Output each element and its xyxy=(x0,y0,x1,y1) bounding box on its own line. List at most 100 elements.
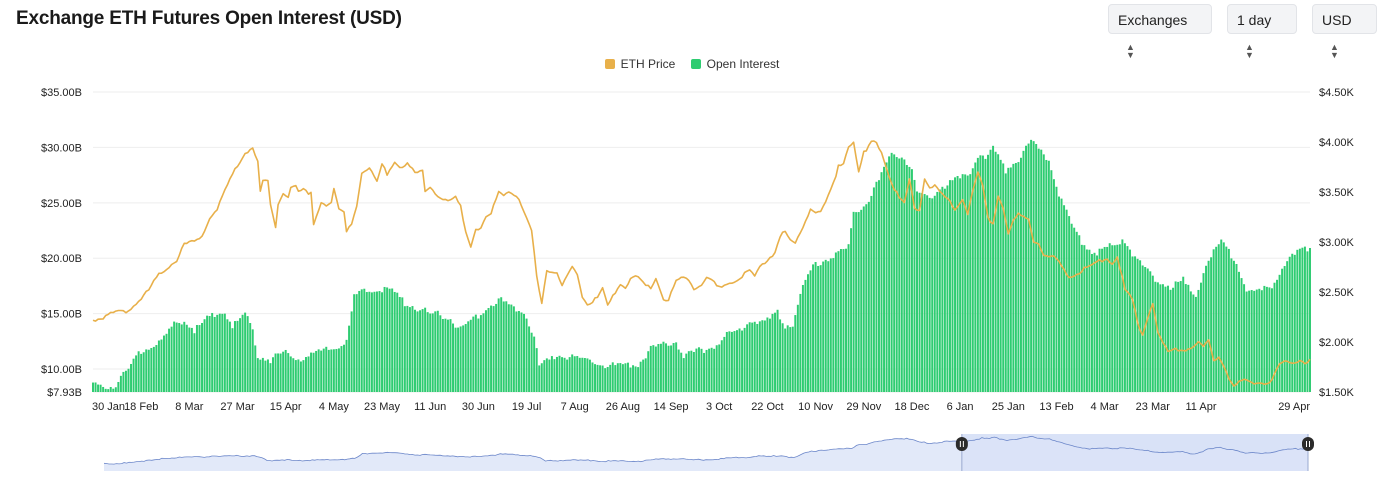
oi-bar xyxy=(1136,258,1139,392)
oi-bar xyxy=(880,172,883,392)
oi-bar xyxy=(320,350,323,392)
oi-bar xyxy=(1253,290,1256,392)
oi-bar xyxy=(834,252,837,392)
open-interest-bars xyxy=(92,139,1311,392)
oi-bar xyxy=(373,291,376,392)
oi-bar xyxy=(779,319,782,392)
oi-bar xyxy=(99,384,102,392)
oi-bar xyxy=(195,325,198,392)
oi-bar xyxy=(905,164,908,392)
oi-bar xyxy=(680,352,683,392)
currency-select[interactable]: USD ▲ ▼ xyxy=(1312,4,1377,60)
oi-bar xyxy=(1240,278,1243,392)
oi-bar xyxy=(239,318,242,392)
oi-bar xyxy=(1032,141,1035,392)
y-left-tick-label: $30.00B xyxy=(41,142,82,154)
interval-select[interactable]: 1 day ▲ ▼ xyxy=(1227,4,1297,60)
oi-bar xyxy=(604,368,607,392)
oi-bar xyxy=(1154,281,1157,392)
oi-bar xyxy=(337,348,340,392)
oi-bar xyxy=(1060,198,1063,392)
oi-bar xyxy=(971,168,974,392)
oi-bar xyxy=(845,248,847,392)
oi-bar xyxy=(799,293,802,392)
oi-bar xyxy=(561,357,564,392)
oi-bar xyxy=(1268,287,1271,392)
oi-bar xyxy=(789,327,792,392)
oi-bar xyxy=(614,365,617,392)
oi-bar xyxy=(1111,245,1114,392)
oi-bar xyxy=(152,346,155,392)
exchanges-select[interactable]: Exchanges ▲ ▼ xyxy=(1108,4,1212,60)
oi-bar xyxy=(1151,275,1154,392)
oi-bar xyxy=(234,321,236,392)
oi-bar xyxy=(675,342,678,392)
oi-bar xyxy=(416,311,419,392)
oi-bar xyxy=(634,366,637,392)
oi-bar xyxy=(847,244,850,392)
oi-bar xyxy=(606,366,609,392)
oi-bar xyxy=(221,313,224,392)
oi-bar xyxy=(814,262,817,392)
range-navigator[interactable] xyxy=(103,434,1314,471)
oi-bar xyxy=(941,186,944,392)
oi-bar xyxy=(637,367,640,392)
navigator-selected-window[interactable] xyxy=(961,434,1308,471)
navigator-handle-right[interactable] xyxy=(1302,437,1314,451)
oi-bar xyxy=(289,356,292,392)
grid-lines xyxy=(93,91,1310,393)
oi-bar xyxy=(1078,235,1081,392)
oi-bar xyxy=(954,177,957,392)
oi-bar xyxy=(350,311,353,392)
oi-bar xyxy=(573,356,576,392)
x-tick-label: 18 Feb xyxy=(124,401,158,413)
oi-bar xyxy=(1192,294,1195,392)
oi-bar xyxy=(1063,205,1066,392)
oi-bar xyxy=(500,297,503,392)
oi-bar xyxy=(175,322,178,392)
oi-bar xyxy=(1116,244,1119,392)
legend-item-eth-price[interactable]: ETH Price xyxy=(604,57,675,71)
oi-bar xyxy=(485,310,487,392)
oi-bar xyxy=(441,319,444,392)
oi-bar xyxy=(216,314,219,392)
oi-bar xyxy=(918,192,921,392)
oi-bar xyxy=(266,359,269,392)
oi-bar xyxy=(946,185,949,392)
oi-bar xyxy=(1167,285,1169,392)
oi-bar xyxy=(201,322,204,392)
oi-bar xyxy=(705,349,708,392)
oi-bar xyxy=(378,291,381,392)
chevron-updown-icon: ▲ ▼ xyxy=(1245,42,1254,61)
oi-bar xyxy=(1182,276,1185,392)
oi-bar xyxy=(472,316,475,392)
oi-bar xyxy=(786,325,789,392)
oi-bar xyxy=(495,303,498,392)
oi-bar xyxy=(505,301,508,392)
oi-bar xyxy=(807,274,809,392)
legend-item-open-interest[interactable]: Open Interest xyxy=(690,57,779,71)
oi-bar xyxy=(515,311,518,392)
oi-bar xyxy=(1276,279,1279,392)
oi-bar xyxy=(1207,260,1210,392)
oi-bar xyxy=(581,357,584,392)
oi-bar xyxy=(596,364,599,392)
oi-bar xyxy=(710,347,713,392)
y-left-tick-label: $35.00B xyxy=(41,87,82,99)
oi-bar xyxy=(718,344,721,392)
oi-bar xyxy=(893,154,896,392)
oi-bar xyxy=(852,211,855,392)
oi-bar xyxy=(1070,223,1073,392)
oi-bar xyxy=(898,158,901,392)
oi-bar xyxy=(304,357,307,392)
oi-bar xyxy=(987,154,989,392)
oi-bar xyxy=(1288,256,1291,392)
oi-bar xyxy=(497,298,500,392)
oi-bar xyxy=(885,162,888,392)
x-tick-label: 10 Nov xyxy=(798,401,833,413)
x-tick-label: 23 Mar xyxy=(1136,401,1171,413)
oi-bar xyxy=(639,361,642,392)
oi-bar xyxy=(867,201,870,392)
oi-bar xyxy=(299,361,302,392)
navigator-handle-left[interactable] xyxy=(955,437,968,451)
